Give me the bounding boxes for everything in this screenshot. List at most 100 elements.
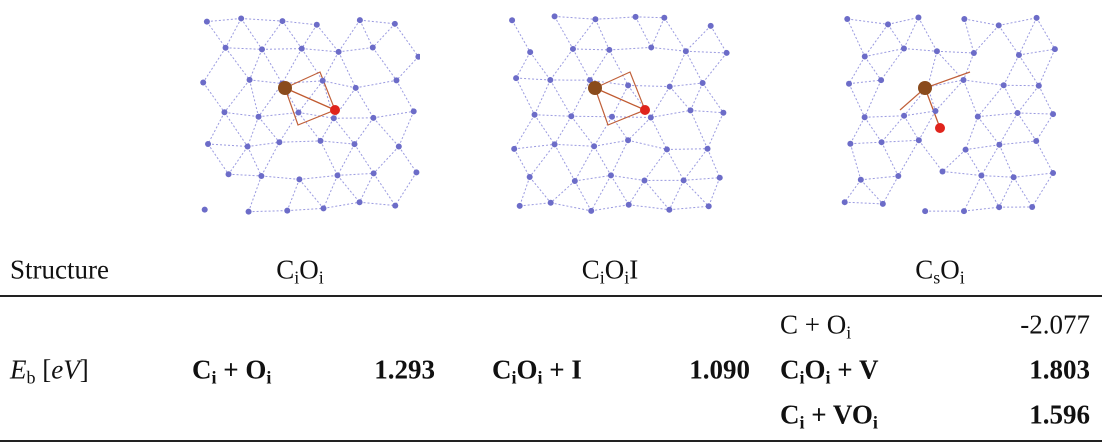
- bond: [844, 201, 883, 205]
- bond: [650, 109, 691, 118]
- bond: [610, 174, 645, 181]
- bond: [887, 17, 919, 25]
- bond: [355, 79, 397, 89]
- bond: [595, 16, 636, 20]
- bond: [554, 144, 576, 182]
- bond: [965, 149, 982, 176]
- bond: [570, 115, 595, 147]
- bond: [354, 143, 375, 174]
- atom: [238, 15, 245, 22]
- subscript: i: [799, 412, 805, 433]
- atom: [335, 48, 342, 55]
- bond: [228, 173, 262, 177]
- bond: [534, 79, 551, 115]
- bond: [899, 71, 971, 111]
- bond: [690, 82, 704, 111]
- bond: [1018, 48, 1055, 56]
- atom: [393, 77, 400, 84]
- bond: [206, 17, 242, 23]
- text: C: [581, 254, 600, 285]
- text: I: [629, 254, 639, 285]
- subscript: s: [933, 267, 941, 288]
- bond: [903, 48, 937, 52]
- atom: [716, 174, 723, 181]
- bond: [572, 48, 591, 81]
- text: O: [516, 354, 538, 385]
- bond: [260, 142, 280, 177]
- bond: [594, 139, 629, 147]
- bond: [965, 144, 1000, 151]
- bond: [1038, 48, 1056, 86]
- bond: [980, 175, 1000, 208]
- bond: [574, 146, 595, 182]
- bond: [513, 114, 535, 150]
- carbon-atom: [588, 81, 602, 95]
- atom: [857, 176, 864, 183]
- subscript: i: [624, 267, 630, 288]
- bond: [354, 117, 374, 145]
- atom: [516, 202, 523, 209]
- bond: [644, 180, 670, 211]
- bond: [627, 139, 668, 150]
- subscript: i: [959, 267, 965, 288]
- bond: [298, 112, 321, 142]
- bond: [850, 141, 882, 145]
- text: O: [604, 254, 625, 285]
- energy: 1.803: [1029, 354, 1090, 385]
- reaction: Ci + VOi: [780, 401, 878, 432]
- bond: [635, 16, 652, 48]
- bond: [594, 19, 610, 51]
- bond: [398, 146, 417, 173]
- bond: [864, 79, 882, 118]
- bond: [249, 79, 260, 117]
- bond: [685, 51, 704, 84]
- bond: [337, 143, 355, 176]
- atom: [939, 168, 946, 175]
- bond: [258, 112, 299, 118]
- bond: [593, 146, 612, 176]
- bond: [963, 52, 975, 81]
- bond: [650, 86, 671, 118]
- bond: [980, 144, 1000, 176]
- bond: [1038, 85, 1054, 115]
- bond: [650, 17, 665, 48]
- atom: [352, 84, 359, 91]
- atom: [647, 114, 654, 121]
- bond: [977, 116, 1000, 146]
- atom: [205, 141, 212, 148]
- bond: [550, 180, 576, 204]
- bond: [373, 110, 414, 119]
- atom: [648, 44, 655, 51]
- bond: [998, 112, 1019, 146]
- bond: [1017, 112, 1037, 142]
- bond: [286, 179, 300, 211]
- bond: [848, 56, 866, 84]
- bond: [666, 149, 685, 181]
- bond: [282, 80, 323, 85]
- bond: [225, 47, 263, 50]
- subscript: i: [294, 267, 300, 288]
- text: ]: [79, 354, 89, 385]
- bond: [570, 79, 591, 117]
- text: O: [804, 354, 826, 385]
- bond: [241, 17, 283, 22]
- bond: [247, 146, 262, 177]
- reaction: CiOi + V: [780, 354, 878, 387]
- bond: [998, 144, 1015, 178]
- atom: [586, 77, 593, 84]
- bond: [973, 25, 1000, 54]
- bond: [683, 177, 720, 181]
- atom: [687, 107, 694, 114]
- bond: [355, 87, 374, 119]
- atom: [895, 173, 902, 180]
- atom: [221, 109, 228, 116]
- text: C: [492, 354, 512, 385]
- bond: [202, 47, 226, 83]
- bond: [534, 114, 556, 145]
- atom: [1014, 109, 1021, 116]
- bond: [333, 117, 355, 145]
- atom: [846, 80, 853, 87]
- bond: [529, 51, 551, 81]
- energy: -2.077: [1020, 309, 1090, 340]
- bond: [669, 51, 687, 87]
